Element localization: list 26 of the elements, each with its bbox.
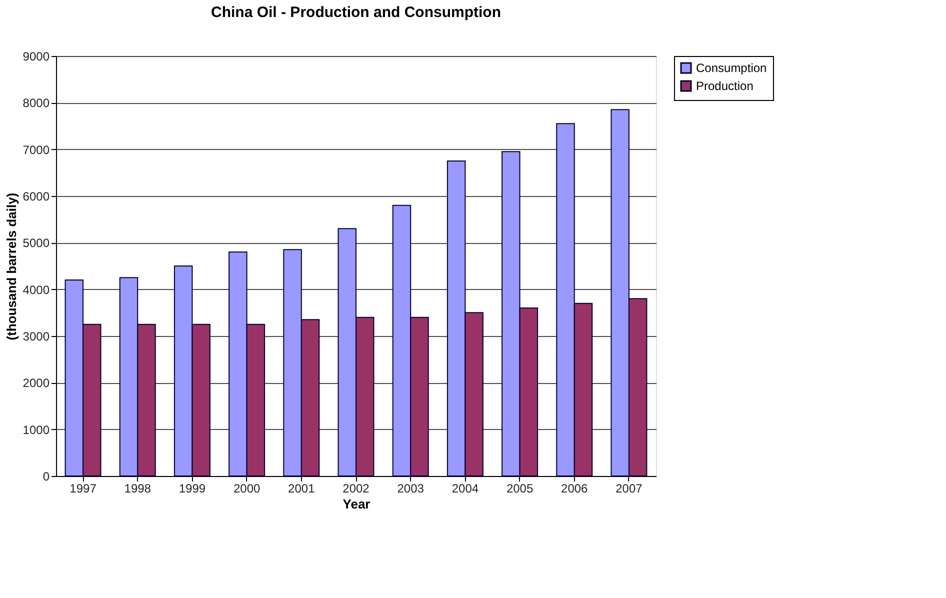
chart-title: China Oil - Production and Consumption xyxy=(211,4,501,21)
y-tick-label: 2000 xyxy=(22,376,50,390)
x-tick-label: 2006 xyxy=(561,482,588,496)
y-tick-label: 1000 xyxy=(22,422,50,437)
y-tick-label: 8000 xyxy=(22,96,50,110)
x-tick-label: 2004 xyxy=(452,482,479,496)
x-tick-label: 2000 xyxy=(233,482,260,496)
legend-label: Consumption xyxy=(696,61,767,75)
x-axis-title: Year xyxy=(342,496,370,512)
x-tick-label: 2001 xyxy=(288,482,316,496)
legend-label: Production xyxy=(696,79,754,93)
x-tick-label: 2005 xyxy=(506,482,534,496)
x-tick-label: 2002 xyxy=(342,482,370,496)
y-tick-label: 3000 xyxy=(22,330,50,344)
y-tick-label: 9000 xyxy=(22,50,50,64)
x-tick-label: 1998 xyxy=(124,482,152,496)
y-tick-label: 0 xyxy=(42,470,50,484)
y-tick-label: 6000 xyxy=(22,190,50,204)
y-tick-label: 4000 xyxy=(22,282,50,297)
x-tick-label: 1997 xyxy=(70,482,97,496)
y-tick-label: 7000 xyxy=(22,142,50,157)
x-tick-label: 2003 xyxy=(397,482,424,496)
x-tick-label: 2007 xyxy=(616,482,643,496)
y-tick-label: 5000 xyxy=(22,236,50,250)
x-tick-label: 1999 xyxy=(178,482,206,496)
y-axis-title: (thousand barrels daily) xyxy=(4,192,19,340)
